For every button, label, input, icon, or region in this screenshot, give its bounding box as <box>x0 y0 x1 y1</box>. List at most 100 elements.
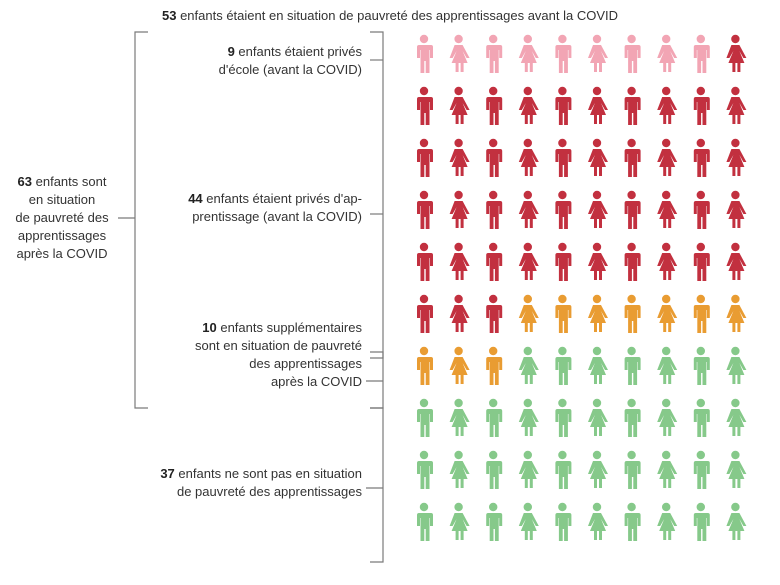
person-head <box>489 398 498 408</box>
group-label-out-of-school: 9 enfants étaient privés d'école (avant … <box>102 43 362 79</box>
person-body <box>486 513 503 541</box>
person-icon <box>417 86 433 125</box>
person-icon <box>657 190 678 228</box>
person-head <box>489 138 498 148</box>
person-body <box>693 461 710 489</box>
title-label: 53 enfants étaient en situation de pauvr… <box>0 7 780 25</box>
person-icon <box>449 86 470 124</box>
person-icon <box>657 242 678 280</box>
person-body <box>726 97 747 124</box>
person-icon <box>417 190 433 229</box>
person-icon <box>588 86 608 124</box>
learning-count: 44 <box>188 191 203 206</box>
person-icon <box>624 502 641 541</box>
person-icon <box>518 346 539 384</box>
person-body <box>518 305 539 332</box>
person-body <box>555 253 572 281</box>
person-icon <box>555 138 572 177</box>
person-body <box>726 253 747 280</box>
person-icon <box>693 398 710 437</box>
person-body <box>449 513 470 540</box>
person-icon <box>486 398 503 437</box>
not-poor-line-1: 37 enfants ne sont pas en situation <box>102 465 362 483</box>
person-head <box>731 190 740 200</box>
person-body <box>588 461 608 488</box>
person-body <box>693 97 710 125</box>
person-head <box>419 86 429 96</box>
person-body <box>518 201 539 228</box>
person-head <box>627 34 636 44</box>
person-head <box>454 34 463 44</box>
person-icon <box>588 398 608 436</box>
person-body <box>693 305 710 333</box>
person-head <box>592 346 602 356</box>
person-icon <box>486 86 503 125</box>
person-head <box>523 450 532 460</box>
person-head <box>523 242 532 252</box>
person-icon <box>693 190 710 229</box>
person-icon <box>486 138 503 177</box>
person-icon <box>486 190 503 229</box>
additional-line-1: 10 enfants supplémentaires <box>102 319 362 337</box>
group-label-not-poor: 37 enfants ne sont pas en situation de p… <box>102 465 362 501</box>
person-body <box>417 97 433 125</box>
person-body <box>417 305 433 333</box>
person-head <box>419 398 429 408</box>
person-head <box>489 86 498 96</box>
person-icon <box>588 450 608 488</box>
person-head <box>592 294 602 304</box>
person-head <box>454 346 463 356</box>
person-icon <box>588 346 608 384</box>
person-body <box>588 253 608 280</box>
person-body <box>726 357 747 384</box>
person-icon <box>726 398 747 436</box>
title-count: 53 <box>161 8 177 23</box>
person-icon <box>486 34 503 73</box>
school-line-1: 9 enfants étaient privés <box>102 43 362 61</box>
person-head <box>523 138 532 148</box>
person-icon <box>449 398 470 436</box>
additional-line-1-text: enfants supplémentaires <box>220 320 362 335</box>
person-head <box>662 346 671 356</box>
school-line-1-text: enfants étaient privés <box>238 44 362 59</box>
person-body <box>417 461 433 489</box>
person-icon <box>588 502 608 540</box>
person-body <box>693 201 710 229</box>
person-body <box>449 45 470 72</box>
person-body <box>588 305 608 332</box>
person-body <box>417 201 433 229</box>
person-icon <box>624 450 641 489</box>
person-icon <box>624 138 641 177</box>
person-icon <box>449 138 470 176</box>
person-icon <box>657 502 678 540</box>
person-icon <box>518 190 539 228</box>
person-head <box>627 242 636 252</box>
person-head <box>489 450 498 460</box>
after-line-1: 63 enfants sont <box>0 173 124 191</box>
person-head <box>592 502 602 512</box>
additional-line-2: sont en situation de pauvreté <box>195 338 362 353</box>
person-head <box>419 34 429 44</box>
person-icon <box>624 398 641 437</box>
person-head <box>662 190 671 200</box>
person-head <box>696 242 705 252</box>
person-head <box>696 34 705 44</box>
person-icon <box>657 346 678 384</box>
not-poor-line-1-text: enfants ne sont pas en situation <box>178 466 362 481</box>
person-body <box>518 409 539 436</box>
person-body <box>518 253 539 280</box>
person-icon <box>726 346 747 384</box>
person-head <box>419 450 429 460</box>
person-head <box>627 502 636 512</box>
person-body <box>555 409 572 437</box>
person-body <box>417 357 433 385</box>
person-body <box>486 357 503 385</box>
person-body <box>657 149 678 176</box>
person-head <box>627 346 636 356</box>
person-head <box>558 86 567 96</box>
person-body <box>588 97 608 124</box>
person-icon <box>693 242 710 281</box>
person-icon <box>555 398 572 437</box>
person-body <box>518 149 539 176</box>
